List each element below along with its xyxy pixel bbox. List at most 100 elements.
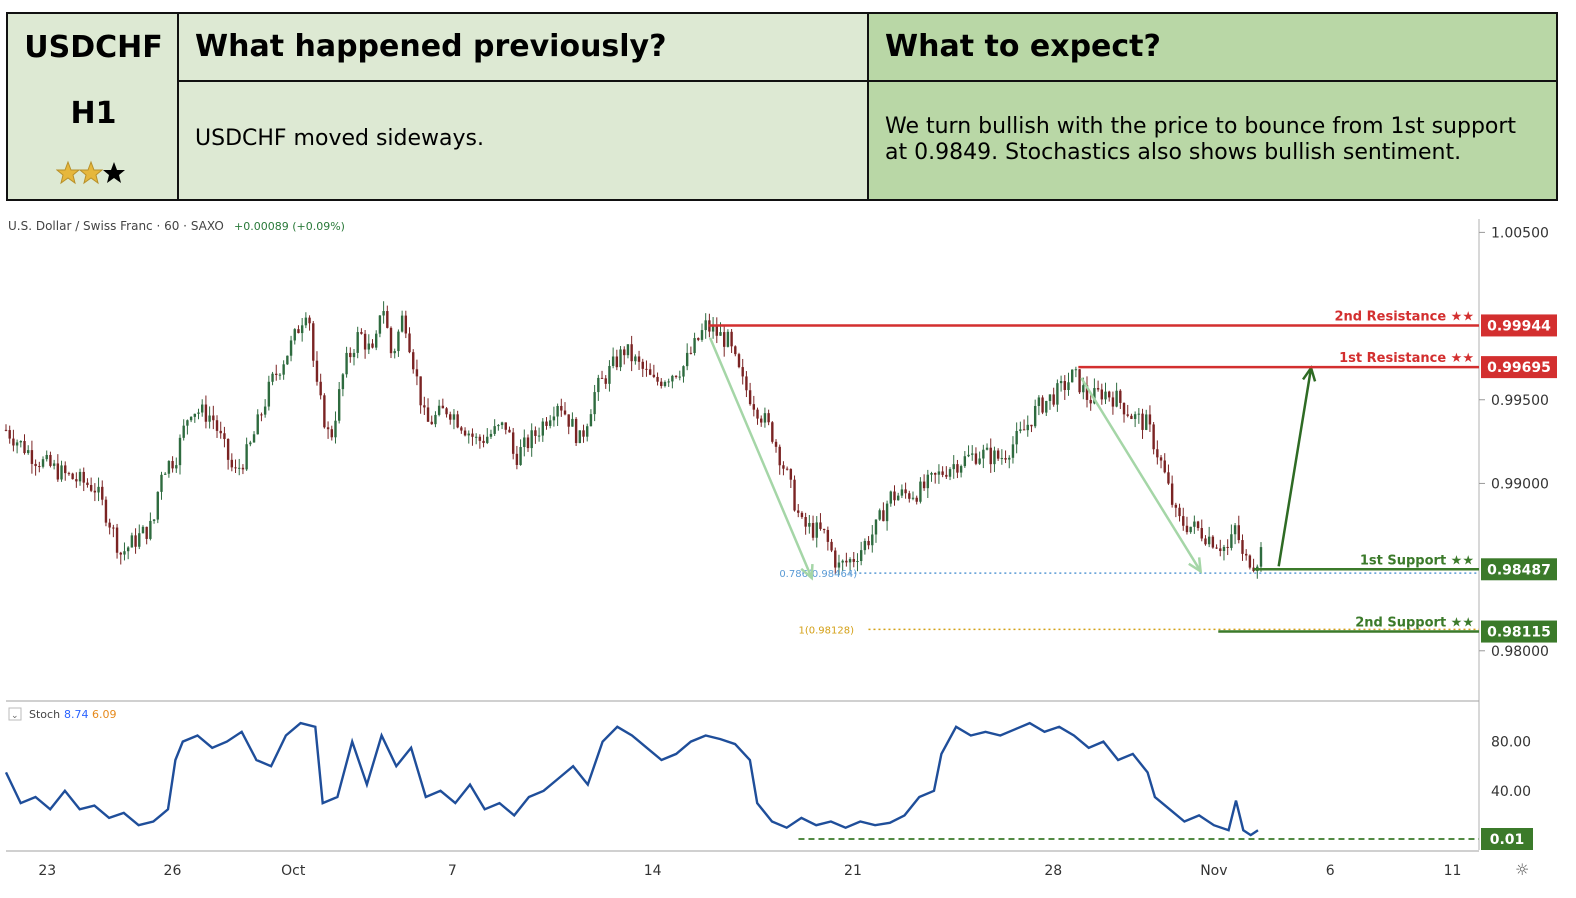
- candle: [1252, 567, 1255, 572]
- sr-levels: 2nd Resistance ★★ 0.99944 1st Resistance ★…: [708, 309, 1557, 643]
- candle: [1182, 516, 1185, 526]
- price-tick-label: 0.98000: [1491, 644, 1549, 660]
- candle: [830, 541, 833, 551]
- candle: [597, 377, 600, 393]
- candle: [360, 332, 363, 334]
- candle: [1148, 414, 1152, 425]
- candle: [171, 461, 174, 469]
- star-icon: [78, 160, 104, 185]
- candle: [226, 438, 230, 460]
- candle: [134, 535, 137, 547]
- level-price-badge: [1481, 620, 1557, 643]
- candle: [504, 422, 507, 430]
- candle: [571, 418, 574, 427]
- candle: [1063, 381, 1066, 391]
- candle: [1215, 547, 1218, 549]
- stoch-d-value: 6.09: [92, 708, 117, 721]
- candle: [245, 444, 248, 470]
- collapse-toggle[interactable]: [8, 707, 22, 721]
- trend-arrows: [708, 337, 1317, 581]
- candle: [178, 437, 182, 466]
- candle: [1237, 525, 1240, 541]
- candle: [1011, 444, 1015, 458]
- candle: [1056, 383, 1059, 405]
- candle: [785, 468, 789, 470]
- candle: [1026, 424, 1029, 431]
- candle: [441, 405, 445, 409]
- level-price-label: 0.99944: [1487, 318, 1551, 334]
- candle: [1085, 385, 1089, 400]
- candle: [56, 463, 60, 480]
- candle: [737, 354, 741, 368]
- candle: [600, 377, 604, 379]
- candle: [1170, 483, 1174, 505]
- candle: [1130, 415, 1133, 419]
- candle: [815, 522, 818, 538]
- candle: [930, 473, 933, 475]
- candle: [963, 456, 967, 467]
- candle: [219, 430, 222, 434]
- candle: [608, 365, 611, 384]
- candle: [556, 405, 559, 417]
- candle: [637, 356, 641, 362]
- candle: [212, 415, 215, 421]
- candle: [149, 520, 152, 539]
- candle: [552, 416, 556, 421]
- level-price-label: 0.99695: [1487, 360, 1551, 376]
- candle: [404, 315, 408, 334]
- candle: [1178, 507, 1181, 517]
- candle: [312, 323, 315, 361]
- candle: [1259, 547, 1263, 567]
- candle: [515, 453, 519, 465]
- candle: [745, 376, 748, 391]
- candle: [426, 407, 430, 422]
- candle: [623, 349, 626, 356]
- fib-label: 0.786(0.98464): [779, 569, 857, 580]
- candle: [560, 405, 563, 411]
- timeframe: H1: [70, 96, 117, 131]
- candle: [449, 414, 452, 420]
- candle: [974, 453, 978, 464]
- candle: [1108, 391, 1111, 398]
- candle: [378, 315, 382, 334]
- candle: [1096, 388, 1100, 390]
- time-tick-label: Oct: [281, 863, 306, 879]
- candle: [463, 430, 467, 436]
- candle: [60, 465, 63, 480]
- candle: [12, 438, 15, 446]
- candle: [208, 415, 211, 422]
- candle: [1100, 389, 1104, 400]
- level-price-badge: [1481, 558, 1557, 581]
- candle: [856, 561, 859, 563]
- candle: [734, 346, 737, 355]
- candle: [549, 420, 552, 426]
- candle: [330, 429, 333, 438]
- candle: [367, 343, 371, 350]
- candle: [197, 412, 200, 414]
- candle: [160, 474, 163, 492]
- candle: [641, 361, 644, 369]
- candle: [660, 381, 663, 387]
- candle: [19, 441, 23, 443]
- candle: [834, 550, 837, 568]
- candle: [971, 453, 974, 455]
- candle: [541, 421, 544, 436]
- candle: [782, 465, 785, 469]
- settings-icon[interactable]: ☼: [1515, 860, 1529, 879]
- candle: [337, 389, 341, 421]
- candle: [75, 479, 78, 482]
- candle: [948, 469, 952, 477]
- candle: [108, 522, 111, 528]
- stoch-tick-label: 40.00: [1491, 784, 1531, 800]
- candle: [315, 360, 319, 382]
- candle: [345, 352, 348, 375]
- candle: [189, 416, 193, 421]
- candle: [1008, 457, 1011, 460]
- candle: [145, 526, 148, 539]
- time-tick-label: 14: [644, 863, 662, 879]
- candle: [167, 461, 171, 474]
- previous-text: USDCHF moved sideways.: [195, 126, 484, 151]
- candle: [1000, 458, 1004, 460]
- candle: [371, 343, 374, 348]
- candle: [141, 526, 145, 534]
